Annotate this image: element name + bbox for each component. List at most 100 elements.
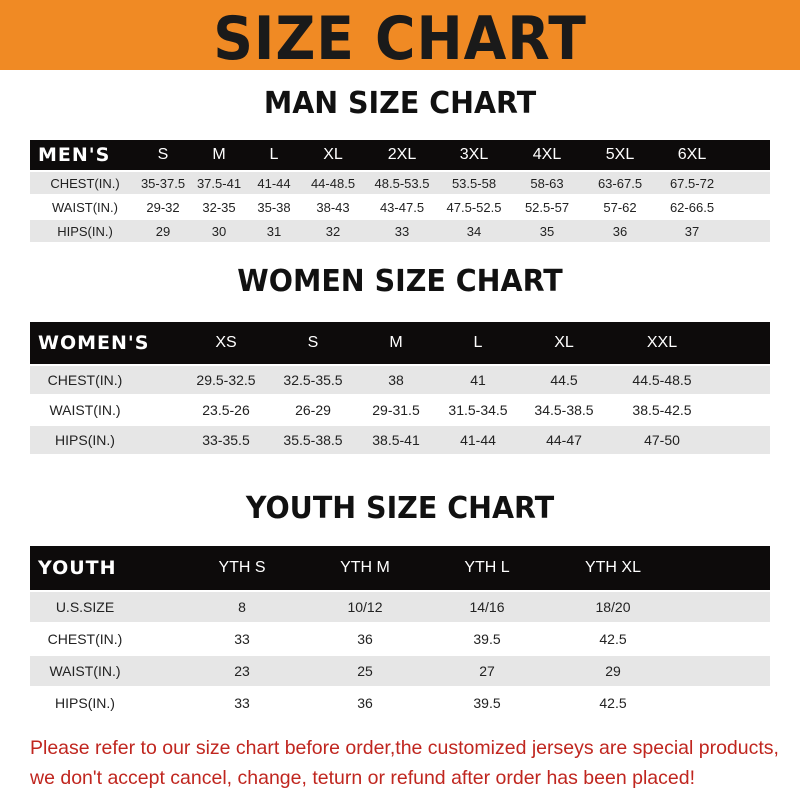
measurement-cell: 23.5-26 [202,402,250,418]
size-header-cell: L [473,334,483,351]
measurement-cell: 58-63 [530,175,564,191]
measurement-cell: 41 [470,372,486,388]
row-label: WAIST(IN.) [49,402,121,418]
table-row: WAIST(IN.) 29-32 32-35 35-38 38-43 43-47.5 47.… [30,196,770,218]
youth-section-title: YOUTH SIZE CHART [245,491,555,526]
size-header-cell: 4XL [532,146,562,163]
notice-line-1: Please refer to our size chart before or… [30,737,779,759]
measurement-cell: 33 [234,695,250,711]
measurement-cell: 14/16 [469,599,505,615]
measurement-cell: 57-62 [603,199,637,215]
measurement-cell: 30 [211,223,227,239]
measurement-cell: 39.5 [473,695,501,711]
measurement-cell: 29 [155,223,171,239]
order-notice: Please refer to our size chart before or… [30,733,790,793]
measurement-cell: 27 [479,663,495,679]
table-row: HIPS(IN.) 33-35.5 35.5-38.5 38.5-41 41-44 44-… [30,426,770,454]
size-header-cell: XXL [646,334,678,351]
table-header-row: YOUTH YTH S YTH M YTH L YTH XL [30,546,770,590]
row-label: WAIST(IN.) [49,663,121,679]
row-label: CHEST(IN.) [47,372,123,388]
measurement-cell: 29-31.5 [372,402,420,418]
measurement-cell: 32-35 [202,199,236,215]
measurement-cell: 31.5-34.5 [448,402,508,418]
table-title-cell: YOUTH [38,557,117,579]
measurement-cell: 38 [388,372,404,388]
measurement-cell: 36 [357,695,373,711]
size-header-cell: 6XL [677,146,707,163]
measurement-cell: 26-29 [295,402,331,418]
measurement-cell: 35 [539,223,555,239]
measurement-cell: 33-35.5 [202,432,250,448]
measurement-cell: 37.5-41 [196,175,242,191]
size-header-cell: XS [215,334,237,351]
men-section-title: MAN SIZE CHART [263,86,537,121]
table-row: CHEST(IN.) 35-37.5 37.5-41 41-44 44-48.5 48.5… [30,172,770,194]
size-header-cell: YTH M [340,559,390,576]
size-header-cell: YTH L [464,559,510,576]
measurement-cell: 29 [605,663,621,679]
measurement-cell: 43-47.5 [379,199,425,215]
measurement-cell: 44.5-48.5 [632,372,692,388]
measurement-cell: 42.5 [599,631,627,647]
measurement-cell: 67.5-72 [669,175,715,191]
measurement-cell: 34 [466,223,482,239]
row-label: CHEST(IN.) [50,175,120,191]
measurement-cell: 35.5-38.5 [283,432,343,448]
size-header-cell: 3XL [459,146,489,163]
measurement-cell: 34.5-38.5 [534,402,594,418]
measurement-cell: 36 [612,223,628,239]
size-header-cell: 5XL [605,146,635,163]
measurement-cell: 18/20 [595,599,631,615]
measurement-cell: 32 [325,223,341,239]
size-header-cell: M [389,334,403,351]
size-header-cell: M [212,146,226,163]
banner: SIZE CHART [0,0,800,74]
measurement-cell: 33 [394,223,410,239]
measurement-cell: 38.5-42.5 [632,402,692,418]
size-header-cell: 2XL [387,146,417,163]
measurement-cell: 35-38 [257,199,291,215]
measurement-cell: 41-44 [257,175,291,191]
measurement-cell: 52.5-57 [524,199,570,215]
table-row: HIPS(IN.) 29 30 31 32 33 34 35 36 37 [30,220,770,242]
table-title-cell: WOMEN'S [38,332,150,354]
table-row: U.S.SIZE 8 10/12 14/16 18/20 [30,592,770,622]
table-row: HIPS(IN.) 33 36 39.5 42.5 [30,688,770,718]
measurement-cell: 29.5-32.5 [196,372,256,388]
size-header-cell: S [307,334,319,351]
notice-line-2: we don't accept cancel, change, teturn o… [30,767,695,789]
measurement-cell: 62-66.5 [669,199,715,215]
measurement-cell: 29-32 [146,199,180,215]
measurement-cell: 37 [684,223,700,239]
table-title-cell: MEN'S [38,144,111,166]
table-row: CHEST(IN.) 29.5-32.5 32.5-35.5 38 41 44.5 44.5… [30,366,770,394]
measurement-cell: 48.5-53.5 [374,175,430,191]
size-header-cell: S [157,146,169,163]
measurement-cell: 44-48.5 [310,175,356,191]
table-row: WAIST(IN.) 23.5-26 26-29 29-31.5 31.5-34.5 34… [30,396,770,424]
size-header-cell: YTH S [218,559,266,576]
measurement-cell: 44-47 [546,432,582,448]
measurement-cell: 44.5 [550,372,578,388]
row-label: HIPS(IN.) [55,432,115,448]
measurement-cell: 38-43 [316,199,350,215]
women-section-title: WOMEN SIZE CHART [237,264,563,299]
measurement-cell: 36 [357,631,373,647]
row-label: WAIST(IN.) [52,199,118,215]
table-header-row: MEN'S S M L XL 2XL 3XL 4XL 5XL 6XL [30,140,770,170]
measurement-cell: 39.5 [473,631,501,647]
row-label: HIPS(IN.) [55,695,115,711]
measurement-cell: 47.5-52.5 [446,199,502,215]
measurement-cell: 63-67.5 [597,175,643,191]
measurement-cell: 31 [266,223,282,239]
measurement-cell: 35-37.5 [140,175,186,191]
measurement-cell: 32.5-35.5 [283,372,343,388]
size-header-cell: XL [554,334,574,351]
measurement-cell: 33 [234,631,250,647]
table-header-row: WOMEN'S XS S M L XL XXL [30,322,770,364]
size-header-cell: YTH XL [584,559,641,576]
row-label: U.S.SIZE [55,599,115,615]
measurement-cell: 38.5-41 [372,432,420,448]
measurement-cell: 47-50 [644,432,680,448]
